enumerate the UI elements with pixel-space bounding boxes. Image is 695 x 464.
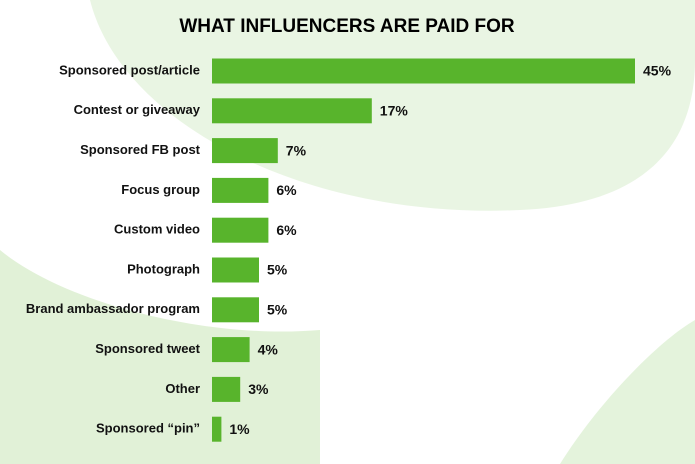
value-label: 5% xyxy=(267,302,288,318)
category-label: Sponsored FB post xyxy=(80,142,201,157)
bar xyxy=(212,138,278,164)
value-label: 3% xyxy=(248,381,269,397)
category-label: Custom video xyxy=(114,222,200,237)
value-label: 6% xyxy=(276,222,297,238)
background-swirl xyxy=(0,250,320,464)
value-label: 1% xyxy=(229,421,250,437)
category-label: Sponsored “pin” xyxy=(96,421,200,436)
bar xyxy=(212,337,250,363)
background-swirl xyxy=(560,320,695,464)
bar xyxy=(212,376,241,402)
category-label: Brand ambassador program xyxy=(26,301,200,316)
value-label: 7% xyxy=(286,142,307,158)
bar xyxy=(212,257,259,283)
chart-title: WHAT INFLUENCERS ARE PAID FOR xyxy=(179,16,515,37)
value-label: 45% xyxy=(643,63,672,79)
value-label: 4% xyxy=(258,341,279,357)
category-label: Contest or giveaway xyxy=(74,102,201,117)
category-label: Focus group xyxy=(121,182,200,197)
value-label: 5% xyxy=(267,262,288,278)
background-swirl xyxy=(90,0,695,211)
bar xyxy=(212,297,259,323)
bar xyxy=(212,177,269,203)
bar xyxy=(212,58,635,84)
category-label: Photograph xyxy=(127,261,200,276)
bar xyxy=(212,98,372,124)
bar xyxy=(212,416,222,442)
bar xyxy=(212,217,269,243)
category-label: Sponsored post/article xyxy=(59,62,200,77)
category-label: Other xyxy=(165,381,200,396)
value-label: 6% xyxy=(276,182,297,198)
category-label: Sponsored tweet xyxy=(95,341,200,356)
value-label: 17% xyxy=(380,103,409,119)
